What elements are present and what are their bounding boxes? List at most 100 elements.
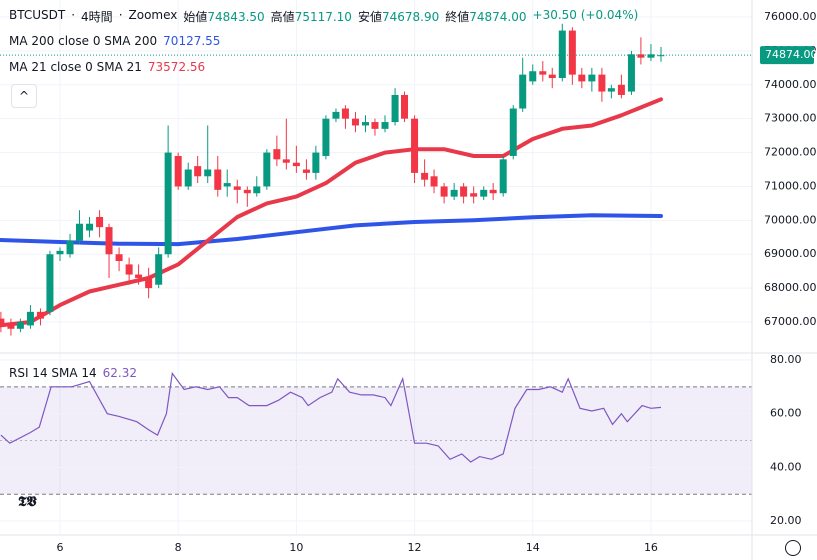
candle-body bbox=[588, 74, 596, 82]
change: +30.50 (+0.04%) bbox=[532, 8, 639, 22]
x-tick-label: 6 bbox=[56, 541, 63, 554]
candle-body bbox=[519, 74, 527, 109]
candle-body bbox=[125, 264, 133, 275]
symbol: BTCUSDT bbox=[9, 8, 66, 22]
candle-body bbox=[598, 74, 606, 92]
candle-body bbox=[26, 311, 34, 326]
candle-body bbox=[371, 122, 379, 129]
y-tick-label: 60.00 bbox=[770, 407, 802, 420]
candle-body bbox=[529, 71, 537, 82]
y-tick-label: 80.00 bbox=[770, 353, 802, 366]
candle-body bbox=[46, 254, 54, 312]
ohlc-label: 始値 bbox=[183, 10, 208, 24]
ohlc-label: 高値 bbox=[270, 10, 295, 24]
candle-body bbox=[341, 108, 349, 119]
x-tick-label: 14 bbox=[526, 541, 540, 554]
y-tick-label: 71000.00 bbox=[764, 179, 817, 192]
ma-value: 73572.56 bbox=[147, 60, 206, 74]
candle-body bbox=[391, 94, 399, 123]
candle-body bbox=[509, 108, 517, 156]
candle-body bbox=[135, 274, 143, 278]
candle-body bbox=[56, 250, 64, 255]
candle-body bbox=[302, 169, 310, 173]
candle-body bbox=[430, 176, 438, 187]
y-tick-label: 69000.00 bbox=[764, 247, 817, 260]
candle-body bbox=[647, 54, 655, 58]
candle-body bbox=[617, 84, 625, 95]
candle-body bbox=[401, 94, 409, 119]
candle-body bbox=[145, 277, 153, 289]
candle-body bbox=[322, 118, 330, 156]
candle-body bbox=[223, 183, 231, 187]
candle-body bbox=[86, 223, 94, 231]
candle-body bbox=[607, 88, 615, 92]
y-tick-label: 68000.00 bbox=[764, 281, 817, 294]
candle-body bbox=[351, 118, 359, 126]
ohlc-item: 終値74874.00 bbox=[445, 8, 526, 25]
y-tick-label: 20.00 bbox=[770, 514, 802, 527]
candle-body bbox=[273, 149, 281, 160]
y-tick-label: 73000.00 bbox=[764, 112, 817, 125]
candle-body bbox=[539, 71, 547, 75]
y-tick-label: 72000.00 bbox=[764, 146, 817, 159]
x-tick-label: 10 bbox=[289, 541, 303, 554]
candle-body bbox=[627, 54, 635, 92]
candle-body bbox=[75, 223, 83, 241]
ma-name: MA 200 close 0 SMA 200 bbox=[9, 34, 158, 48]
candle-body bbox=[460, 186, 468, 197]
ohlc-value: 74874.00 bbox=[469, 10, 527, 24]
candle-body bbox=[578, 74, 586, 82]
candle-body bbox=[0, 318, 5, 326]
moving-average-line bbox=[0, 97, 663, 328]
candle-body bbox=[558, 30, 566, 79]
ma-value: 70127.55 bbox=[163, 34, 221, 48]
y-tick-label: 67000.00 bbox=[764, 315, 817, 328]
candle-body bbox=[7, 323, 15, 329]
ma-name: MA 21 close 0 SMA 21 bbox=[9, 60, 142, 74]
candle-body bbox=[440, 186, 448, 197]
ma21-legend: MA 21 close 0 SMA 21 73572.56 bbox=[9, 60, 205, 74]
logo: 𝕿𝖁 bbox=[18, 494, 37, 510]
candle-body bbox=[312, 152, 320, 173]
settings-icon[interactable] bbox=[785, 540, 801, 556]
interval: 4時間 bbox=[81, 10, 113, 24]
candle-body bbox=[548, 74, 556, 79]
candle-body bbox=[411, 118, 419, 173]
ohlc-value: 74843.50 bbox=[207, 10, 265, 24]
x-tick-label: 12 bbox=[408, 541, 422, 554]
ma200-legend: MA 200 close 0 SMA 200 70127.55 bbox=[9, 34, 220, 48]
ohlc-label: 安値 bbox=[357, 10, 382, 24]
candle-body bbox=[332, 111, 340, 119]
candle-body bbox=[214, 169, 222, 190]
candle-body bbox=[36, 311, 44, 319]
candle-body bbox=[489, 189, 497, 194]
last-price-label: 74874.00 bbox=[765, 48, 817, 61]
rsi-name: RSI 14 SMA 14 bbox=[9, 366, 97, 380]
exchange: Zoomex bbox=[128, 8, 178, 22]
candle-body bbox=[253, 186, 261, 194]
rsi-line bbox=[0, 371, 662, 463]
header: BTCUSDT · 4時間 · Zoomex 始値74843.50 高値75117.1… bbox=[9, 8, 639, 25]
candle-body bbox=[282, 159, 290, 163]
candle-body bbox=[480, 189, 488, 197]
candle-body bbox=[568, 30, 576, 75]
ohlc-value: 74678.90 bbox=[381, 10, 440, 24]
ohlc-value: 75117.10 bbox=[294, 10, 352, 24]
last-price-tag bbox=[760, 46, 814, 65]
y-tick-label: 70000.00 bbox=[764, 213, 817, 226]
candle-body bbox=[362, 122, 370, 126]
ohlc-item: 始値74843.50 bbox=[183, 8, 264, 25]
rsi-legend: RSI 14 SMA 14 62.32 bbox=[9, 366, 137, 380]
candle-body bbox=[499, 159, 507, 194]
x-tick-label: 8 bbox=[175, 541, 182, 554]
candle-body bbox=[115, 254, 123, 262]
candle-body bbox=[105, 227, 113, 255]
ohlc-item: 高値75117.10 bbox=[271, 8, 352, 25]
candle-body bbox=[243, 189, 251, 194]
candle-body bbox=[155, 254, 163, 285]
collapse-button[interactable]: ^ bbox=[11, 84, 37, 108]
candle-body bbox=[66, 240, 74, 255]
ohlc-legend: 始値74843.50 高値75117.10 安値74678.90 終値74874.00 bbox=[183, 8, 526, 25]
candle-body bbox=[657, 55, 665, 57]
